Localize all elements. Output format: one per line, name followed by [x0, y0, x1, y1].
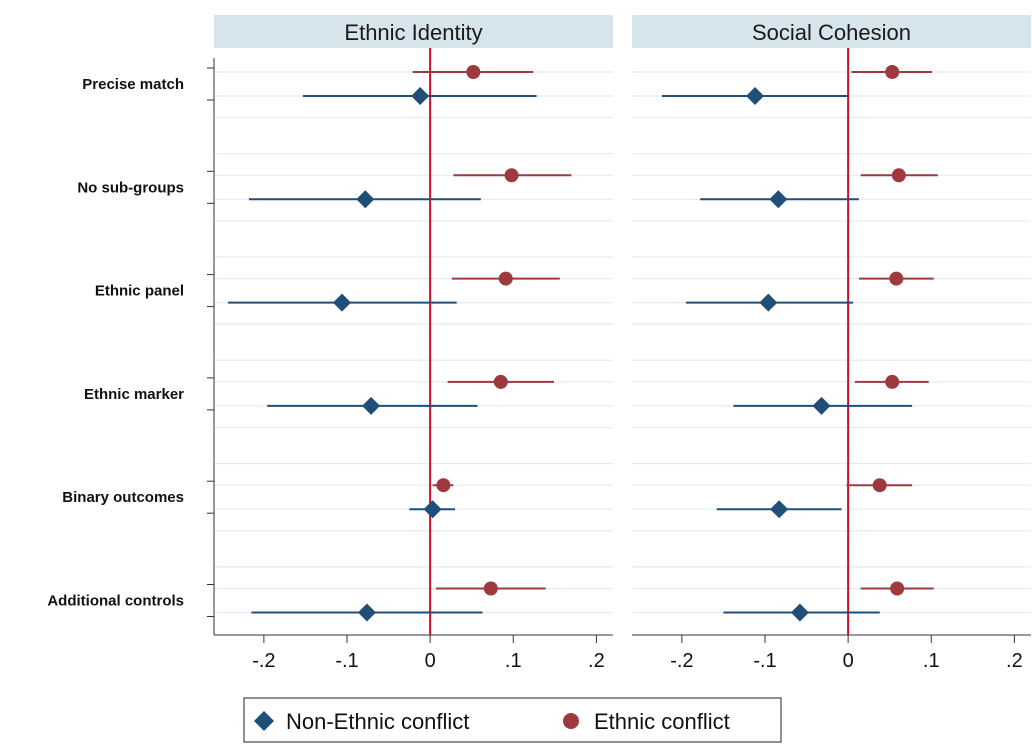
panel-1-non-ethnic-conflict-point: [423, 500, 442, 519]
panel-2-non-ethnic-conflict-point: [790, 603, 809, 622]
panel-1-non-ethnic-conflict-point: [357, 603, 376, 622]
panel-2-ethnic-conflict-point: [885, 374, 900, 389]
panel-1-x-tick-label: -.2: [252, 650, 275, 672]
panel-1-ethnic-conflict-point: [498, 271, 513, 286]
panel-1-x-tick-label: 0: [425, 650, 436, 672]
panel-1-title: Ethnic Identity: [344, 20, 482, 45]
panel-1-non-ethnic-conflict-point: [356, 190, 375, 209]
panel-2-x-tick-label: 0: [843, 650, 854, 672]
panel-1-x-tick-label: .2: [588, 650, 605, 672]
legend-box: [243, 697, 782, 743]
panel-1-non-ethnic-conflict-point: [333, 293, 352, 312]
panel-2-x-tick-label: .1: [923, 650, 940, 672]
panel-1-ethnic-conflict-point: [493, 374, 508, 389]
panel-1-x-tick-label: -.1: [335, 650, 358, 672]
panel-2-non-ethnic-conflict-point: [812, 396, 831, 415]
panel-2-strip: [632, 15, 1031, 48]
legend-diamond-icon: [254, 711, 274, 731]
panel-1-plot-area: [214, 48, 613, 635]
panel-2-ethnic-conflict-point: [889, 271, 904, 286]
panel-1-ethnic-conflict-point: [466, 65, 481, 79]
panel-2-x-tick-label: -.2: [670, 650, 693, 672]
row-label-ethnic-marker: Ethnic marker: [84, 386, 184, 403]
panel-1-ethnic-conflict-point: [504, 168, 519, 183]
panel-2-non-ethnic-conflict-point: [770, 500, 789, 519]
legend-circle-icon: [563, 713, 579, 729]
panel-1-x-tick-label: .1: [505, 650, 522, 672]
panel-2-ethnic-conflict-point: [872, 478, 887, 493]
panel-1-non-ethnic-conflict-point: [362, 396, 381, 415]
panel-1-ethnic-conflict-point: [436, 478, 451, 493]
row-label-additional-controls: Additional controls: [47, 593, 184, 610]
panel-2-non-ethnic-conflict-point: [746, 87, 765, 105]
panel-1-ethnic-conflict-point: [483, 581, 498, 596]
row-label-ethnic-panel: Ethnic panel: [95, 283, 184, 300]
row-label-precise-match: Precise match: [82, 76, 184, 93]
panel-2-ethnic-conflict-point: [891, 168, 906, 183]
legend-label-ethnic-conflict: Ethnic conflict: [594, 709, 730, 734]
panel-2-ethnic-conflict-point: [885, 65, 900, 79]
panel-1-non-ethnic-conflict-point: [411, 87, 430, 105]
row-label-no-sub-groups: No sub-groups: [77, 179, 184, 196]
panel-2-x-tick-label: .2: [1006, 650, 1023, 672]
panel-2-plot-area: [632, 48, 1031, 635]
panel-2-non-ethnic-conflict-point: [759, 293, 778, 312]
panel-2-x-tick-label: -.1: [753, 650, 776, 672]
legend-label-non-ethnic-conflict: Non-Ethnic conflict: [286, 709, 469, 734]
row-label-binary-outcomes: Binary outcomes: [62, 489, 184, 506]
panel-2-title: Social Cohesion: [752, 20, 911, 45]
panel-1-strip: [214, 15, 613, 48]
panel-2-non-ethnic-conflict-point: [769, 190, 788, 209]
panel-2-ethnic-conflict-point: [890, 581, 905, 596]
